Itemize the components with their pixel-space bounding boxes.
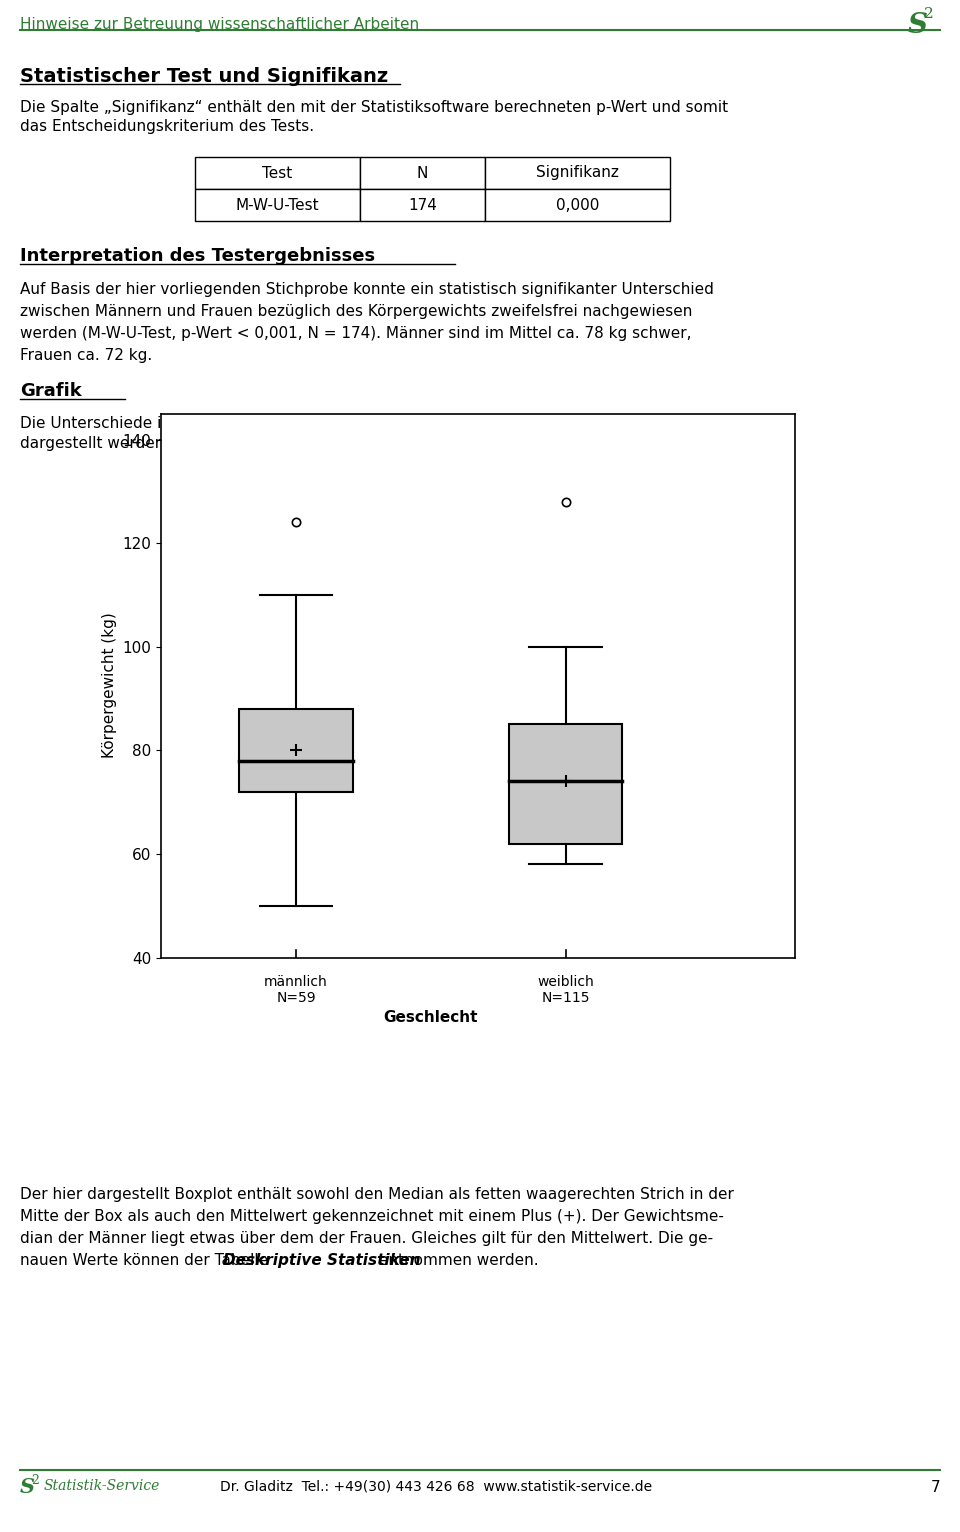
Text: 2: 2	[924, 8, 934, 21]
Text: Interpretation des Testergebnisses: Interpretation des Testergebnisses	[20, 247, 375, 265]
Text: 0,000: 0,000	[556, 198, 599, 213]
Text: nauen Werte können der Tabelle: nauen Werte können der Tabelle	[20, 1253, 273, 1268]
Text: werden (M-W-U-Test, p-Wert < 0,001, N = 174). Männer sind im Mittel ca. 78 kg sc: werden (M-W-U-Test, p-Wert < 0,001, N = …	[20, 326, 691, 342]
Text: Auf Basis der hier vorliegenden Stichprobe konnte ein statistisch signifikanter : Auf Basis der hier vorliegenden Stichpro…	[20, 282, 714, 297]
Text: das Entscheidungskriterium des Tests.: das Entscheidungskriterium des Tests.	[20, 119, 314, 133]
Text: entnommen werden.: entnommen werden.	[373, 1253, 539, 1268]
Text: Der hier dargestellt Boxplot enthält sowohl den Median als fetten waagerechten S: Der hier dargestellt Boxplot enthält sow…	[20, 1187, 733, 1203]
FancyBboxPatch shape	[360, 188, 485, 221]
Text: Test: Test	[262, 165, 293, 181]
Text: Hinweise zur Betreuung wissenschaftlicher Arbeiten: Hinweise zur Betreuung wissenschaftliche…	[20, 17, 420, 32]
Text: Statistik-Service: Statistik-Service	[44, 1478, 160, 1494]
Bar	[239, 709, 352, 792]
FancyBboxPatch shape	[485, 156, 670, 188]
Text: Mitte der Box als auch den Mittelwert gekennzeichnet mit einem Plus (+). Der Gew: Mitte der Box als auch den Mittelwert ge…	[20, 1209, 724, 1224]
Text: dargestellt werden.: dargestellt werden.	[20, 437, 169, 450]
Text: dian der Männer liegt etwas über dem der Frauen. Gleiches gilt für den Mittelwer: dian der Männer liegt etwas über dem der…	[20, 1232, 713, 1246]
Text: Frauen ca. 72 kg.: Frauen ca. 72 kg.	[20, 348, 153, 363]
Text: weiblich: weiblich	[538, 976, 594, 990]
FancyBboxPatch shape	[195, 156, 360, 188]
FancyBboxPatch shape	[195, 188, 360, 221]
Text: M-W-U-Test: M-W-U-Test	[236, 198, 320, 213]
Text: zwischen Männern und Frauen bezüglich des Körpergewichts zweifelsfrei nachgewies: zwischen Männern und Frauen bezüglich de…	[20, 303, 692, 319]
Text: Signifikanz: Signifikanz	[536, 165, 619, 181]
Text: Deskriptive Statistiken: Deskriptive Statistiken	[223, 1253, 420, 1268]
Text: Statistischer Test und Signifikanz: Statistischer Test und Signifikanz	[20, 67, 388, 86]
FancyBboxPatch shape	[485, 188, 670, 221]
Text: S: S	[908, 12, 928, 38]
Text: Die Spalte „Signifikanz“ enthält den mit der Statistiksoftware berechneten p-Wer: Die Spalte „Signifikanz“ enthält den mit…	[20, 100, 728, 115]
Y-axis label: Körpergewicht (kg): Körpergewicht (kg)	[102, 613, 117, 758]
Text: 174: 174	[408, 198, 437, 213]
Text: 2: 2	[31, 1474, 38, 1488]
Text: Dr. Gladitz  Tel.: +49(30) 443 426 68  www.statistik-service.de: Dr. Gladitz Tel.: +49(30) 443 426 68 www…	[220, 1480, 652, 1494]
Text: Die Unterschiede im Körpergewicht für Männer und Frauen können hier mittels Boxp: Die Unterschiede im Körpergewicht für Mä…	[20, 417, 695, 430]
FancyBboxPatch shape	[360, 156, 485, 188]
Text: 7: 7	[930, 1480, 940, 1495]
Text: männlich: männlich	[264, 976, 328, 990]
Text: N: N	[417, 165, 428, 181]
Text: S: S	[20, 1477, 36, 1497]
Bar	[509, 725, 622, 844]
Text: Grafik: Grafik	[20, 381, 82, 400]
Text: Geschlecht: Geschlecht	[384, 1010, 478, 1025]
Text: N=115: N=115	[541, 991, 590, 1005]
Text: N=59: N=59	[276, 991, 316, 1005]
